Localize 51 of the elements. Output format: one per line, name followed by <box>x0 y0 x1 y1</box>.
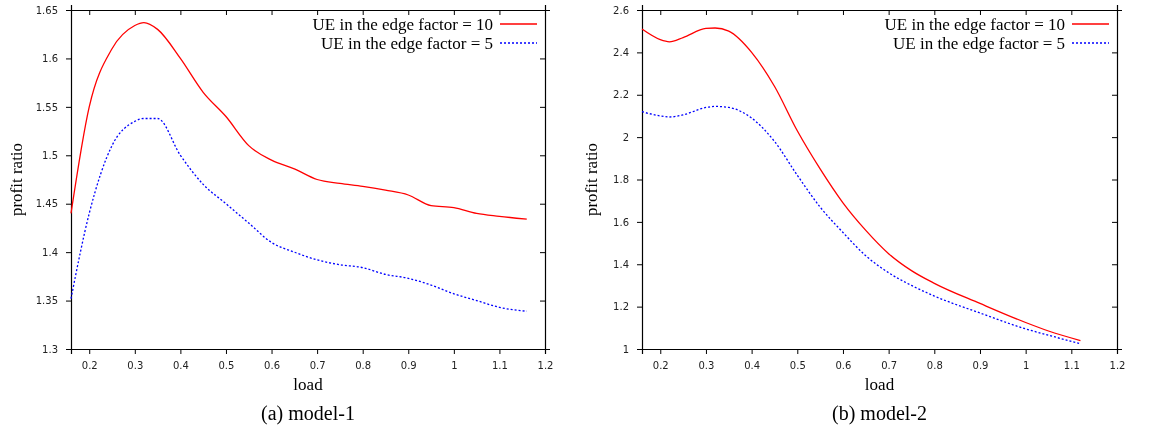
x-tick-label: 0.8 <box>926 360 943 372</box>
x-tick-label: 0.7 <box>881 360 898 372</box>
x-tick-label: 0.9 <box>972 360 989 372</box>
line-series <box>641 105 1082 345</box>
y-tick-label: 2 <box>622 131 629 143</box>
y-tick-label: 1.35 <box>35 295 58 307</box>
x-tick-label: 0.9 <box>400 360 417 372</box>
x-tick-label: 0.5 <box>789 360 806 372</box>
y-tick-label: 1.45 <box>35 198 58 210</box>
x-tick-label: 1 <box>1022 360 1030 372</box>
y-tick-label: 1.4 <box>613 258 629 270</box>
legend-label: UE in the edge factor = 5 <box>321 34 493 53</box>
line-series <box>70 117 528 312</box>
x-tick-label: 0.2 <box>652 360 669 372</box>
x-tick-label: 0.4 <box>172 360 189 372</box>
x-tick-label: 0.7 <box>309 360 326 372</box>
x-tick-label: 0.3 <box>127 360 144 372</box>
x-tick-label: 1 <box>451 360 458 372</box>
x-tick-label: 0.4 <box>744 360 761 372</box>
x-tick-label: 0.8 <box>355 360 372 372</box>
y-tick-label: 2.4 <box>613 47 629 59</box>
x-tick-label: 0.2 <box>81 360 98 372</box>
x-tick-label: 0.3 <box>698 360 715 372</box>
x-tick-label: 1.2 <box>1109 360 1126 372</box>
legend-label: UE in the edge factor = 5 <box>893 34 1065 53</box>
x-tick-label: 1.2 <box>537 360 554 372</box>
x-tick-label: 0.5 <box>218 360 235 372</box>
x-tick-label: 0.6 <box>264 360 280 372</box>
y-tick-label: 1.6 <box>613 216 629 228</box>
y-tick-label: 2.2 <box>613 89 629 101</box>
y-tick-label: 2.6 <box>613 4 629 16</box>
y-axis-title: profit ratio <box>582 142 601 217</box>
text: (a) model-1 <box>261 402 355 425</box>
legend-label: UE in the edge factor = 10 <box>884 15 1065 34</box>
y-tick-label: 1.2 <box>613 301 629 313</box>
y-tick-label: 1.6 <box>42 53 58 65</box>
y-tick-label: 1.65 <box>35 4 58 16</box>
y-tick-label: 1.55 <box>35 101 58 113</box>
y-tick-label: 1.8 <box>613 174 629 186</box>
y-tick-label: 1 <box>622 343 629 355</box>
legend-label: UE in the edge factor = 10 <box>312 15 493 34</box>
y-tick-label: 1.5 <box>42 149 58 161</box>
x-tick-label: 1.1 <box>491 360 508 372</box>
y-axis-title: profit ratio <box>7 142 26 217</box>
x-axis-title: load <box>293 375 324 394</box>
x-tick-label: 1.1 <box>1063 360 1080 372</box>
y-tick-label: 1.4 <box>42 246 58 258</box>
x-tick-label: 0.6 <box>835 360 852 372</box>
y-tick-label: 1.3 <box>42 343 58 355</box>
x-axis-title: load <box>864 375 895 394</box>
text: (b) model-2 <box>832 402 927 425</box>
